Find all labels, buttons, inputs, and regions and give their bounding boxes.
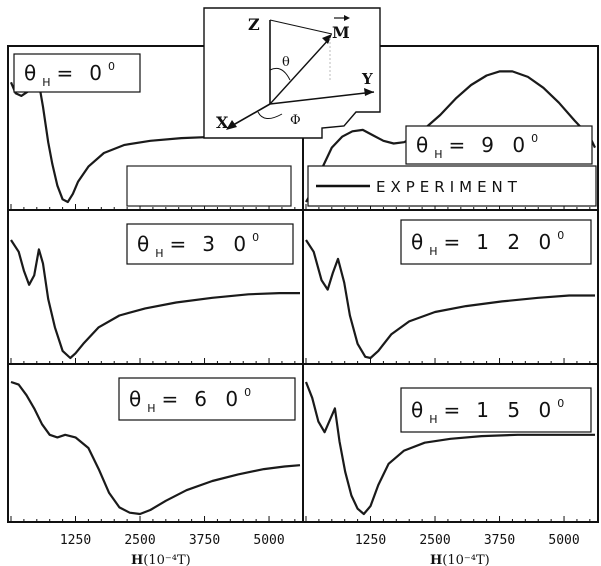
angle-value: 3 0: [202, 232, 252, 256]
m-guide: [269, 19, 333, 35]
z-label: Z: [248, 15, 260, 34]
theta-label: θ: [282, 55, 290, 70]
tick-label-1-0: 1250: [355, 533, 386, 548]
tick-label-1-2: 3750: [484, 533, 515, 548]
subscript: H: [434, 148, 444, 161]
panel-label-2: θH = 3 00: [126, 223, 294, 265]
x-axis-labels: H(10⁻⁴T) H(10⁻⁴T): [131, 553, 490, 566]
equals: =: [449, 133, 472, 157]
label-box: [400, 387, 592, 433]
legend: EXPERIMENT: [307, 165, 597, 207]
x-axis-label-left: H(10⁻⁴T): [131, 553, 191, 566]
degree-mark: 0: [557, 229, 570, 242]
subscript: H: [147, 402, 157, 415]
angle-value: 9 0: [481, 133, 531, 157]
angle-label: θH = 00: [24, 60, 121, 89]
equals: =: [170, 232, 193, 256]
x-label: X: [216, 113, 229, 132]
angle-label: θH = 3 00: [137, 231, 265, 260]
x-ticks: 1250 2500 3750 5000 1250 2500 3750 5000: [10, 204, 591, 548]
angle-value: 0: [89, 61, 108, 85]
curve-panel-2: [10, 239, 300, 360]
degree-mark: 0: [244, 386, 257, 399]
inset-frame: [203, 7, 381, 139]
theta-symbol: θ: [137, 232, 155, 256]
phi-arc: [257, 111, 283, 119]
angle-label: θH = 1 5 00: [411, 397, 570, 426]
equals: =: [162, 387, 185, 411]
x-arrow-icon: [226, 120, 237, 130]
legend-label: EXPERIMENT: [376, 178, 522, 196]
x-axis-label-right: H(10⁻⁴T): [430, 553, 490, 566]
degree-mark: 0: [531, 132, 544, 145]
curve-panel-5: [304, 381, 595, 516]
equals: =: [444, 230, 467, 254]
tick-label-0-1: 2500: [124, 533, 155, 548]
panel-frame-5: [302, 363, 599, 523]
panel-label-5: θH = 1 5 00: [400, 387, 592, 433]
equals: =: [57, 61, 80, 85]
subscript: H: [429, 245, 439, 258]
subscript: H: [155, 247, 165, 260]
tick-label-0-0: 1250: [60, 533, 91, 548]
m-arrow-icon: [322, 34, 332, 44]
theta-symbol: θ: [416, 133, 434, 157]
m-vector: [269, 37, 331, 105]
degree-mark: 0: [557, 397, 570, 410]
angle-value: 1 2 0: [476, 230, 557, 254]
panel-label-1: θH = 9 00: [405, 125, 593, 165]
degree-mark: 0: [252, 231, 265, 244]
y-axis: [269, 91, 375, 105]
subscript: H: [42, 76, 52, 89]
label-box: [13, 53, 141, 93]
tick-label-1-3: 5000: [548, 533, 579, 548]
panel-label-3: θH = 1 2 00: [400, 219, 592, 265]
empty-box: [126, 165, 292, 207]
curve-panel-4: [10, 380, 301, 516]
theta-symbol: θ: [24, 61, 42, 85]
tick-label-0-3: 5000: [253, 533, 284, 548]
angle-label: θH = 6 00: [129, 386, 257, 415]
degree-mark: 0: [108, 60, 121, 73]
phi-label: Φ: [290, 113, 301, 128]
y-label: Y: [361, 70, 373, 88]
label-box: [126, 223, 294, 265]
tick-label-1-1: 2500: [419, 533, 450, 548]
curve-panel-3: [305, 239, 595, 360]
panel-label-4: θH = 6 00: [118, 377, 296, 421]
angle-value: 1 5 0: [476, 398, 557, 422]
angle-value: 6 0: [194, 387, 244, 411]
x-axis: [227, 103, 271, 129]
m-overarrow-icon: [344, 15, 350, 21]
equals: =: [444, 398, 467, 422]
angle-label: θH = 1 2 00: [411, 229, 570, 258]
curves: [9, 70, 596, 516]
theta-symbol: θ: [411, 398, 429, 422]
label-box: [118, 377, 296, 421]
y-arrow-icon: [364, 88, 374, 96]
subscript: H: [429, 413, 439, 426]
tick-label-0-2: 3750: [189, 533, 220, 548]
theta-arc: [269, 67, 291, 81]
m-label: M: [332, 23, 350, 42]
theta-symbol: θ: [411, 230, 429, 254]
panel-frames: [7, 45, 599, 523]
panel-label-0: θH = 00: [13, 53, 141, 93]
label-box: [400, 219, 592, 265]
theta-symbol: θ: [129, 387, 147, 411]
inset-diagram: Z X Y M θ Φ: [203, 7, 381, 139]
label-box: [405, 125, 593, 165]
angle-label: θH = 9 00: [416, 132, 544, 161]
